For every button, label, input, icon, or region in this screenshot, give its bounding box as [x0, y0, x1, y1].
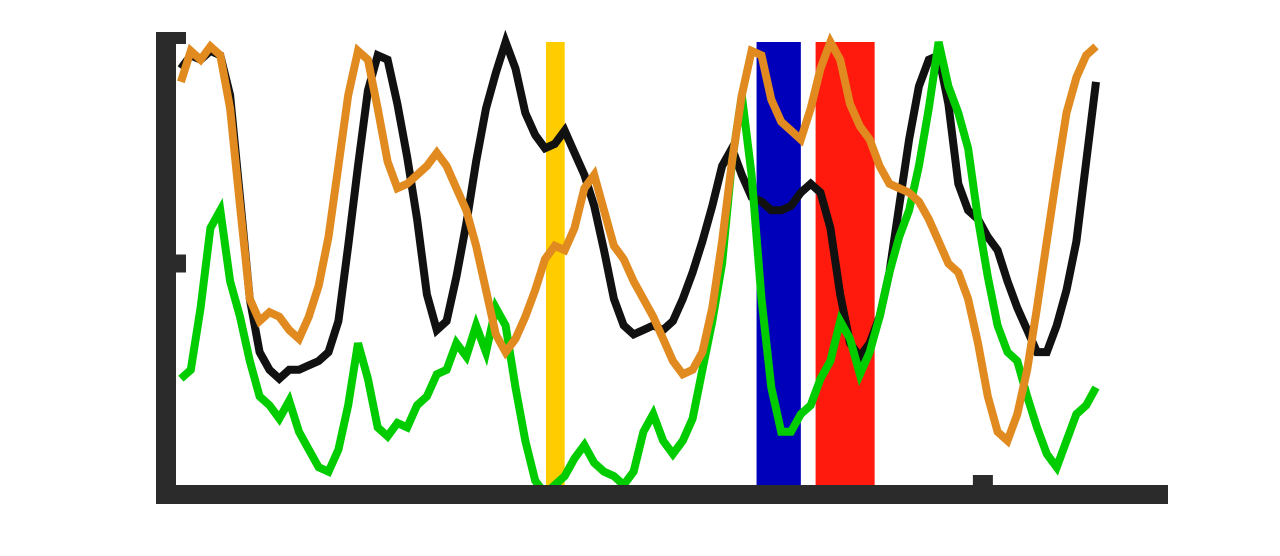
y-axis-top-cap — [176, 32, 186, 44]
highlight-band-3 — [815, 42, 875, 494]
highlight-band-1 — [545, 42, 565, 494]
y-axis — [156, 32, 176, 504]
series-line-3 — [177, 32, 1099, 448]
series-line-1 — [177, 29, 1100, 385]
y-axis-major-tick — [176, 254, 186, 273]
highlight-bands — [545, 42, 875, 494]
x-axis — [156, 485, 1168, 504]
axes — [156, 32, 1168, 504]
x-axis-major-tick — [972, 475, 993, 485]
series-line-2 — [178, 41, 1100, 500]
series-lines — [177, 29, 1100, 500]
